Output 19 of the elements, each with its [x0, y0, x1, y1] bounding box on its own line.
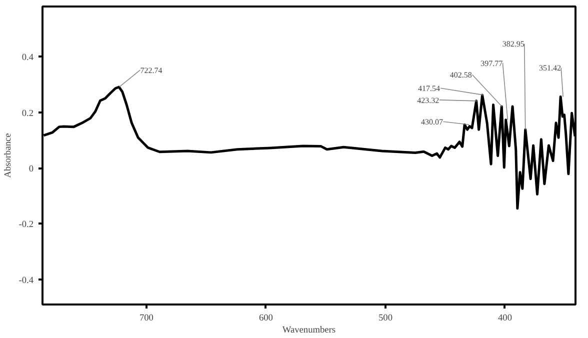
annotation: 722.74 — [140, 66, 162, 75]
annotation: 417.54 — [418, 84, 440, 94]
annotation: 382.95 — [502, 40, 524, 49]
y-tick-label: -0.4 — [18, 276, 34, 286]
y-axis-title: Absorbance — [4, 133, 14, 178]
y-tick-label: 0.4 — [22, 53, 34, 64]
annotation: 430.07 — [421, 118, 444, 127]
annotation: 402.58 — [450, 70, 472, 80]
y-tick-label: -0.2 — [18, 220, 34, 230]
x-tick-label: 700 — [139, 314, 154, 324]
x-axis-title: Wavenumbers — [282, 326, 336, 336]
annotation: 423.32 — [417, 96, 440, 105]
annotation: 351.42 — [539, 64, 562, 73]
x-tick-label: 500 — [378, 314, 393, 324]
y-tick-label: 0.2 — [22, 108, 34, 119]
x-tick-label: 400 — [498, 314, 512, 324]
annotation: 397.77 — [480, 58, 503, 68]
x-tick-label: 600 — [258, 314, 274, 324]
y-tick-label: 0 — [28, 164, 34, 175]
